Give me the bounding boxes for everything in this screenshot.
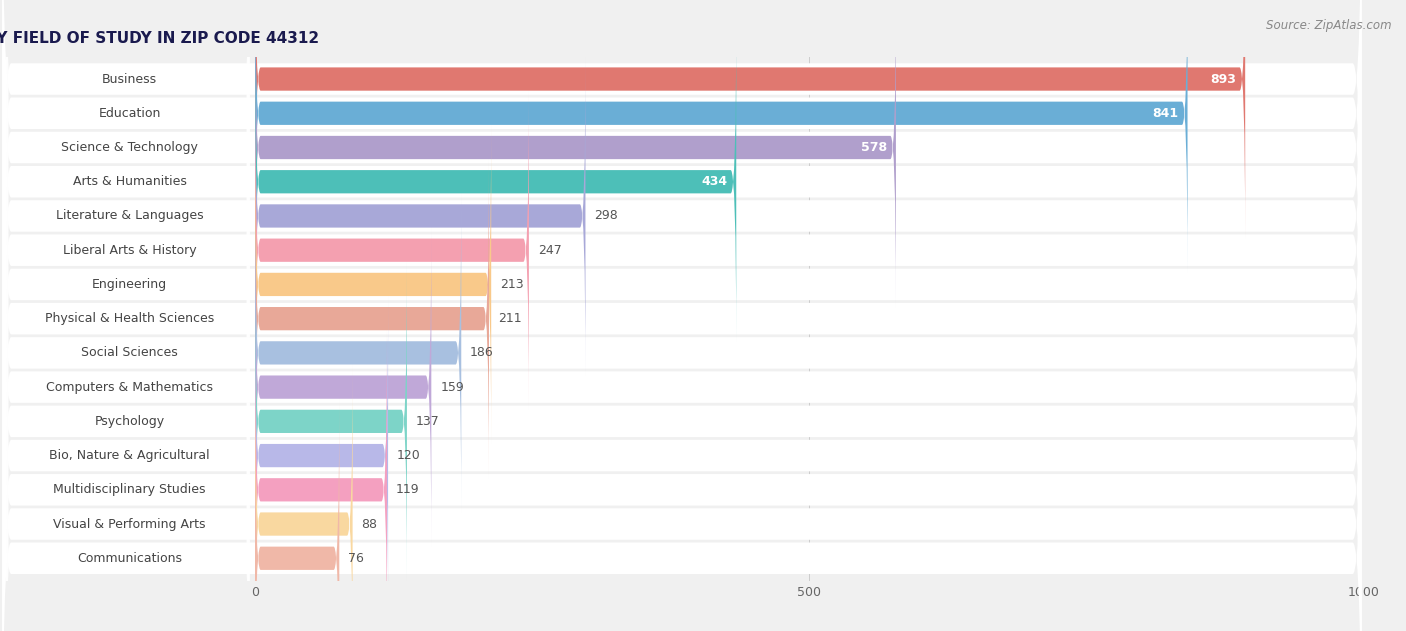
FancyBboxPatch shape xyxy=(3,27,1361,543)
FancyBboxPatch shape xyxy=(254,159,489,478)
Text: Communications: Communications xyxy=(77,551,183,565)
FancyBboxPatch shape xyxy=(254,262,406,581)
Text: 76: 76 xyxy=(349,551,364,565)
FancyBboxPatch shape xyxy=(6,226,249,617)
FancyBboxPatch shape xyxy=(254,0,1188,273)
Text: 247: 247 xyxy=(537,244,561,257)
FancyBboxPatch shape xyxy=(3,0,1361,406)
FancyBboxPatch shape xyxy=(3,61,1361,577)
Text: Engineering: Engineering xyxy=(93,278,167,291)
FancyBboxPatch shape xyxy=(3,0,1361,474)
Text: Social Sciences: Social Sciences xyxy=(82,346,179,360)
FancyBboxPatch shape xyxy=(6,294,249,631)
Text: 119: 119 xyxy=(396,483,419,497)
Text: 298: 298 xyxy=(595,209,619,223)
FancyBboxPatch shape xyxy=(3,129,1361,631)
Text: Literature & Languages: Literature & Languages xyxy=(56,209,204,223)
FancyBboxPatch shape xyxy=(6,89,249,480)
Text: Science & Technology: Science & Technology xyxy=(62,141,198,154)
Text: 211: 211 xyxy=(498,312,522,325)
FancyBboxPatch shape xyxy=(254,22,737,341)
Text: 120: 120 xyxy=(396,449,420,462)
Text: 213: 213 xyxy=(501,278,523,291)
FancyBboxPatch shape xyxy=(3,300,1361,631)
Text: 434: 434 xyxy=(702,175,727,188)
FancyBboxPatch shape xyxy=(6,0,249,343)
FancyBboxPatch shape xyxy=(6,329,249,631)
Text: 841: 841 xyxy=(1153,107,1178,120)
Text: Arts & Humanities: Arts & Humanities xyxy=(73,175,187,188)
FancyBboxPatch shape xyxy=(6,20,249,411)
FancyBboxPatch shape xyxy=(3,95,1361,611)
FancyBboxPatch shape xyxy=(254,365,353,631)
FancyBboxPatch shape xyxy=(6,260,249,631)
FancyBboxPatch shape xyxy=(3,0,1361,509)
Text: Education: Education xyxy=(98,107,160,120)
Text: Liberal Arts & History: Liberal Arts & History xyxy=(63,244,197,257)
FancyBboxPatch shape xyxy=(254,296,388,615)
Text: Visual & Performing Arts: Visual & Performing Arts xyxy=(53,517,207,531)
Text: 159: 159 xyxy=(440,380,464,394)
FancyBboxPatch shape xyxy=(6,192,249,582)
Text: Business: Business xyxy=(103,73,157,86)
Text: Bio, Nature & Agricultural: Bio, Nature & Agricultural xyxy=(49,449,209,462)
Text: 893: 893 xyxy=(1211,73,1236,86)
FancyBboxPatch shape xyxy=(254,228,432,546)
FancyBboxPatch shape xyxy=(254,399,339,631)
FancyBboxPatch shape xyxy=(3,0,1361,440)
FancyBboxPatch shape xyxy=(3,232,1361,631)
Text: 88: 88 xyxy=(361,517,377,531)
FancyBboxPatch shape xyxy=(254,0,1246,239)
FancyBboxPatch shape xyxy=(6,363,249,631)
Text: Computers & Mathematics: Computers & Mathematics xyxy=(46,380,214,394)
FancyBboxPatch shape xyxy=(254,125,491,444)
FancyBboxPatch shape xyxy=(6,0,249,274)
Text: Physical & Health Sciences: Physical & Health Sciences xyxy=(45,312,214,325)
Text: Source: ZipAtlas.com: Source: ZipAtlas.com xyxy=(1267,19,1392,32)
FancyBboxPatch shape xyxy=(6,123,249,514)
Text: Multidisciplinary Studies: Multidisciplinary Studies xyxy=(53,483,207,497)
FancyBboxPatch shape xyxy=(3,266,1361,631)
FancyBboxPatch shape xyxy=(254,330,387,631)
Text: 578: 578 xyxy=(860,141,887,154)
FancyBboxPatch shape xyxy=(254,91,529,410)
FancyBboxPatch shape xyxy=(3,0,1361,372)
FancyBboxPatch shape xyxy=(3,198,1361,631)
Text: EDUCATIONAL ATTAINMENT BY FIELD OF STUDY IN ZIP CODE 44312: EDUCATIONAL ATTAINMENT BY FIELD OF STUDY… xyxy=(0,31,319,46)
FancyBboxPatch shape xyxy=(3,0,1361,337)
FancyBboxPatch shape xyxy=(6,55,249,445)
Text: 137: 137 xyxy=(416,415,440,428)
FancyBboxPatch shape xyxy=(6,0,249,309)
Text: Psychology: Psychology xyxy=(94,415,165,428)
Text: 186: 186 xyxy=(470,346,494,360)
FancyBboxPatch shape xyxy=(254,193,461,512)
FancyBboxPatch shape xyxy=(254,56,585,375)
FancyBboxPatch shape xyxy=(6,157,249,548)
FancyBboxPatch shape xyxy=(254,0,896,307)
FancyBboxPatch shape xyxy=(3,163,1361,631)
FancyBboxPatch shape xyxy=(6,0,249,377)
